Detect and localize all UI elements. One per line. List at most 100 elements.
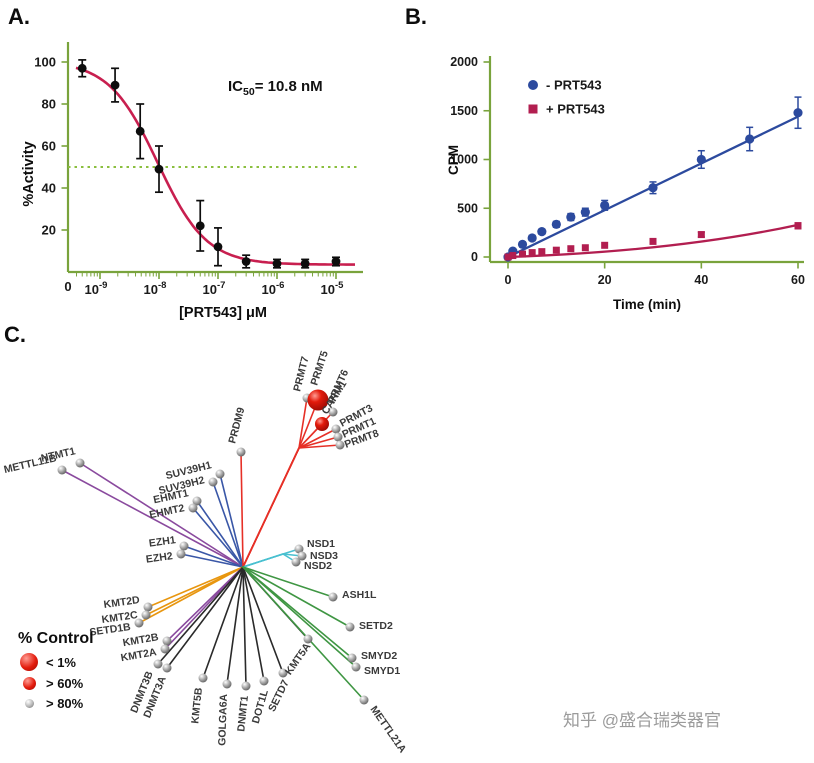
svg-text:10-7: 10-7 <box>203 280 226 297</box>
svg-text:EZH2: EZH2 <box>145 550 173 566</box>
node-DNMT3B <box>153 659 163 669</box>
svg-text:500: 500 <box>457 201 478 215</box>
svg-text:40: 40 <box>694 273 708 287</box>
time-course-chart: - PRT543 + PRT543 0 500 1000 1500 2000 0 20 40 60 C… <box>446 55 805 312</box>
tree-legend-item-0: < 1% <box>18 653 94 671</box>
node-KMT5B <box>198 673 208 683</box>
node-METTL21A <box>359 695 369 705</box>
fit-curve <box>68 66 358 266</box>
dose-response-chart: 20 40 60 80 100 10-9 10-8 10-7 10-6 10-5 0 %Activit… <box>21 42 363 322</box>
node-KMT2D <box>143 602 153 612</box>
node-NTMT1 <box>75 458 85 468</box>
legend-dot-icon <box>24 699 34 708</box>
legend-item-label: > 80% <box>46 696 84 711</box>
svg-text:CPM: CPM <box>446 145 461 175</box>
node-PRMT5 <box>307 389 329 411</box>
node-SMYD1 <box>351 662 361 672</box>
svg-text:80: 80 <box>42 97 56 112</box>
node-SETD1B <box>134 618 144 628</box>
svg-text:GOLGA6A: GOLGA6A <box>216 693 230 746</box>
svg-text:+ PRT543: + PRT543 <box>546 102 605 117</box>
axis-labels: 0 500 1000 1500 2000 0 20 40 60 CPM Time (min) <box>446 55 805 312</box>
svg-text:SMYD1: SMYD1 <box>364 665 400 677</box>
legend-item-label: > 60% <box>46 676 84 691</box>
node-DNMT1 <box>241 681 251 691</box>
node-PRMT6 <box>328 407 338 417</box>
svg-text:40: 40 <box>42 181 56 196</box>
svg-text:METTL21A: METTL21A <box>368 704 409 756</box>
tree-legend-item-2: > 80% <box>18 696 94 711</box>
node-NSD1 <box>294 544 304 554</box>
node-SMYD2 <box>347 653 357 663</box>
svg-text:KMT5B: KMT5B <box>189 687 205 725</box>
panel-b-label: B. <box>405 4 427 29</box>
svg-text:10-5: 10-5 <box>321 280 345 297</box>
svg-text:0: 0 <box>471 250 478 264</box>
watermark: 知乎 @盛合瑞类器官 <box>563 711 721 730</box>
ic50-subscript: 50 <box>243 86 255 98</box>
svg-text:Time (min): Time (min) <box>613 297 681 312</box>
tree-legend-rows: < 1% > 60% > 80% <box>18 653 94 711</box>
svg-text:20: 20 <box>42 223 56 238</box>
svg-text:KMT2D: KMT2D <box>103 594 141 611</box>
node-KMT2A <box>160 644 170 654</box>
svg-text:0: 0 <box>64 279 71 294</box>
node-NSD2 <box>291 557 301 567</box>
tree-nodes <box>57 389 369 705</box>
svg-text:NSD1: NSD1 <box>307 538 335 550</box>
node-SUV39H1 <box>215 469 225 479</box>
svg-text:- PRT543: - PRT543 <box>546 78 602 93</box>
node-PRMT8 <box>335 440 345 450</box>
node-KMT5A <box>303 634 313 644</box>
svg-text:10-6: 10-6 <box>262 280 285 297</box>
svg-text:DNMT1: DNMT1 <box>235 695 251 732</box>
node-EZH2 <box>176 549 186 559</box>
ic50-annotation: IC50= 10.8 nM <box>228 78 323 98</box>
node-PRMT1 <box>333 432 343 442</box>
node-SUV39H2 <box>208 477 218 487</box>
svg-text:SETD2: SETD2 <box>359 620 393 632</box>
axes <box>61 42 363 279</box>
legend-dot-icon <box>20 653 38 671</box>
ic50-value: = 10.8 nM <box>254 78 323 95</box>
svg-text:10-9: 10-9 <box>85 280 108 297</box>
node-PRMT3 <box>331 424 341 434</box>
svg-text:SETD7: SETD7 <box>266 678 292 714</box>
tree-legend-title: % Control <box>18 630 94 647</box>
svg-text:2000: 2000 <box>450 55 478 69</box>
selectivity-tree-chart: METTL11BNTMT1SUV39H1SUV39H2EHMT1EHMT2EZH… <box>3 349 409 756</box>
svg-text:EZH1: EZH1 <box>148 534 176 550</box>
svg-text:10-8: 10-8 <box>144 280 167 297</box>
tree-branches <box>61 397 365 701</box>
node-EHMT2 <box>188 503 198 513</box>
svg-text:NTMT1: NTMT1 <box>40 445 77 465</box>
svg-text:%Activity: %Activity <box>21 141 37 206</box>
node-EHMT1 <box>192 496 202 506</box>
node-METTL11B <box>57 465 67 475</box>
node-DOT1L <box>259 676 269 686</box>
node-SETD7 <box>278 668 288 678</box>
legend-dot-icon <box>22 677 36 690</box>
tree-legend: % Control < 1% > 60% > 80% <box>18 630 94 711</box>
svg-text:NSD2: NSD2 <box>304 560 332 572</box>
node-NSD3 <box>297 551 307 561</box>
tree-legend-item-1: > 60% <box>18 676 94 691</box>
node-GOLGA6A <box>222 679 232 689</box>
svg-text:ASH1L: ASH1L <box>342 589 377 601</box>
svg-text:PRDM9: PRDM9 <box>226 406 247 445</box>
svg-text:1000: 1000 <box>450 153 478 167</box>
data-points <box>77 59 341 269</box>
node-DNMT3A <box>162 663 172 673</box>
svg-text:0: 0 <box>505 273 512 287</box>
svg-text:1500: 1500 <box>450 104 478 118</box>
svg-text:100: 100 <box>34 55 56 70</box>
svg-text:[PRT543] μM: [PRT543] μM <box>179 305 267 321</box>
svg-text:SETD1B: SETD1B <box>89 621 132 639</box>
node-PRDM9 <box>236 447 246 457</box>
axis-labels: 20 40 60 80 100 10-9 10-8 10-7 10-6 10-5 0 %Activit… <box>21 55 344 322</box>
legend: - PRT543 + PRT543 <box>528 78 605 117</box>
node-SETD2 <box>345 622 355 632</box>
legend-dot-wrap <box>18 699 40 708</box>
svg-text:PRMT5: PRMT5 <box>308 349 330 387</box>
svg-text:SMYD2: SMYD2 <box>361 650 397 662</box>
